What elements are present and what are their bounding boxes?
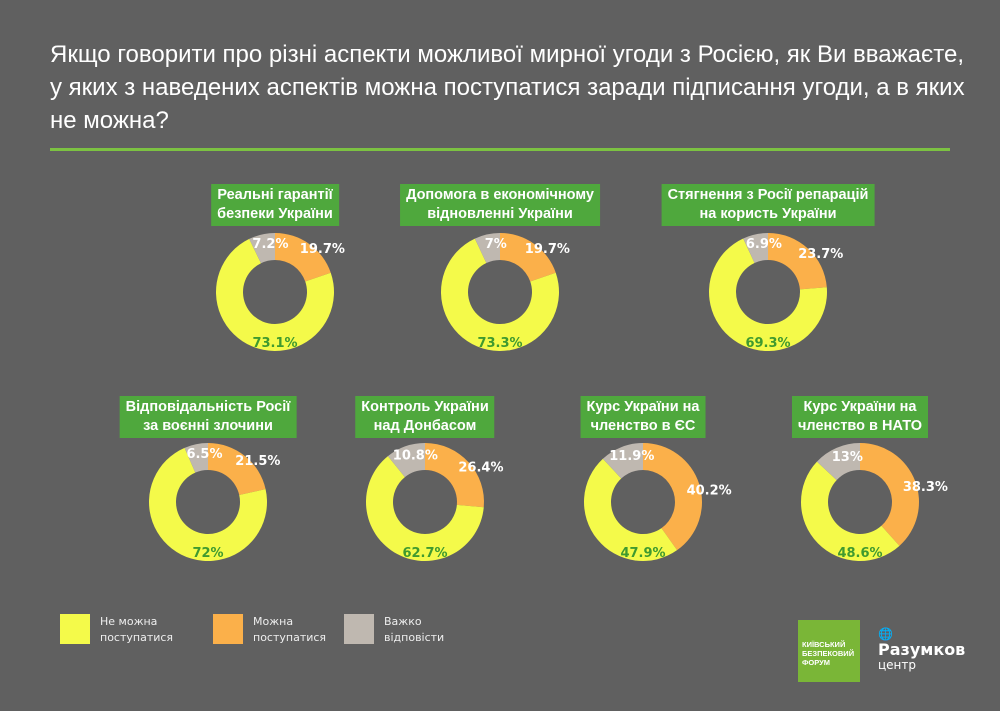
data-label: 13% [832, 450, 863, 465]
data-label: 73.3% [477, 336, 522, 351]
data-label: 47.9% [620, 546, 665, 561]
donut-slice [584, 458, 678, 561]
chart-title-line: Курс України на [586, 399, 700, 415]
donut-slice [366, 456, 484, 562]
chart-title: Контроль України над Донбасом [355, 396, 495, 438]
kbf-logo: КИЇВСЬКИЙ БЕЗПЕКОВИЙ ФОРУМ [798, 620, 860, 682]
donut-slice [643, 443, 702, 551]
donut-slice [184, 443, 208, 473]
donut-slice [441, 238, 560, 351]
data-label: 48.6% [837, 546, 882, 561]
razumkov-sub: центр [878, 658, 917, 672]
legend-mozhna: Можна поступатися [213, 614, 333, 646]
donut-slice [709, 238, 828, 351]
chart-title: Стягнення з Росії репарацій на користь Ук… [661, 184, 875, 226]
chart-title-line: Реальні гарантії [217, 187, 333, 203]
chart-title-line: Допомога в економічному [406, 187, 594, 203]
donut-slice [149, 447, 268, 561]
data-label: 6.5% [186, 447, 222, 462]
legend-label: Можна поступатися [253, 615, 327, 644]
data-label: 21.5% [235, 454, 280, 469]
chart-title: Курс України на членство в ЄС [580, 396, 706, 438]
razumkov-logo: 🌐 Разумков центр [878, 628, 965, 671]
donut-slice [602, 443, 643, 479]
data-label: 38.3% [903, 480, 948, 495]
data-label: 72% [192, 546, 223, 561]
chart-title: Допомога в економічному відновленні Украї… [400, 184, 600, 226]
data-label: 23.7% [798, 247, 843, 262]
donut-slice [275, 233, 331, 282]
divider [50, 148, 950, 151]
donut-slice [474, 233, 500, 264]
donut-slice [425, 443, 484, 508]
donut-slice [500, 233, 556, 282]
data-label: 6.9% [746, 237, 782, 252]
data-label: 11.9% [609, 449, 654, 464]
donut-slice [387, 443, 425, 478]
chart-title-line: над Донбасом [373, 418, 477, 434]
data-label: 7.2% [252, 237, 288, 252]
chart-title-line: Стягнення з Росії репарацій [667, 187, 869, 203]
data-label: 19.7% [525, 242, 570, 257]
chart-title: Відповідальність Росії за воєнні злочини [119, 396, 297, 438]
chart-title-line: на користь України [699, 206, 837, 222]
legend-vazhko: Важко відповісти [344, 614, 454, 646]
donut-slice [816, 443, 860, 481]
data-label: 40.2% [687, 483, 732, 498]
data-label: 69.3% [745, 336, 790, 351]
donut-slice [249, 233, 275, 264]
data-label: 7% [485, 237, 507, 252]
donut-slice [208, 443, 266, 496]
legend-label: Не можна поступатися [100, 615, 174, 644]
chart-title: Курс України на членство в НАТО [792, 396, 928, 438]
chart-title-line: відновленні України [427, 206, 573, 222]
data-label: 19.7% [300, 242, 345, 257]
donut-slice [216, 238, 334, 352]
legend-swatch [213, 614, 243, 644]
data-label: 10.8% [393, 449, 438, 464]
globe-icon: 🌐 [878, 627, 893, 641]
data-label: 62.7% [402, 546, 447, 561]
chart-title: Реальні гарантії безпеки України [211, 184, 339, 226]
legend-ne-mozhna: Не можна поступатися [60, 614, 180, 646]
chart-title-line: членство в НАТО [798, 418, 922, 434]
chart-title-line: за воєнні злочини [143, 418, 273, 434]
chart-title-line: Контроль України [361, 399, 489, 415]
chart-title-line: членство в ЄС [590, 418, 696, 434]
razumkov-name: Разумков [878, 640, 966, 659]
data-label: 73.1% [252, 336, 297, 351]
chart-title-line: Відповідальність Росії [125, 399, 291, 415]
donut-slice [800, 461, 900, 562]
legend-swatch [344, 614, 374, 644]
donut-slice [743, 233, 768, 263]
data-label: 26.4% [458, 461, 503, 476]
chart-title-line: безпеки України [217, 206, 333, 222]
legend-swatch [60, 614, 90, 644]
donut-slice [768, 233, 827, 290]
page-title: Якщо говорити про різні аспекти можливої… [50, 41, 965, 134]
chart-title-line: Курс України на [803, 399, 917, 415]
donut-slice [860, 443, 919, 546]
legend-label: Важко відповісти [384, 615, 445, 644]
